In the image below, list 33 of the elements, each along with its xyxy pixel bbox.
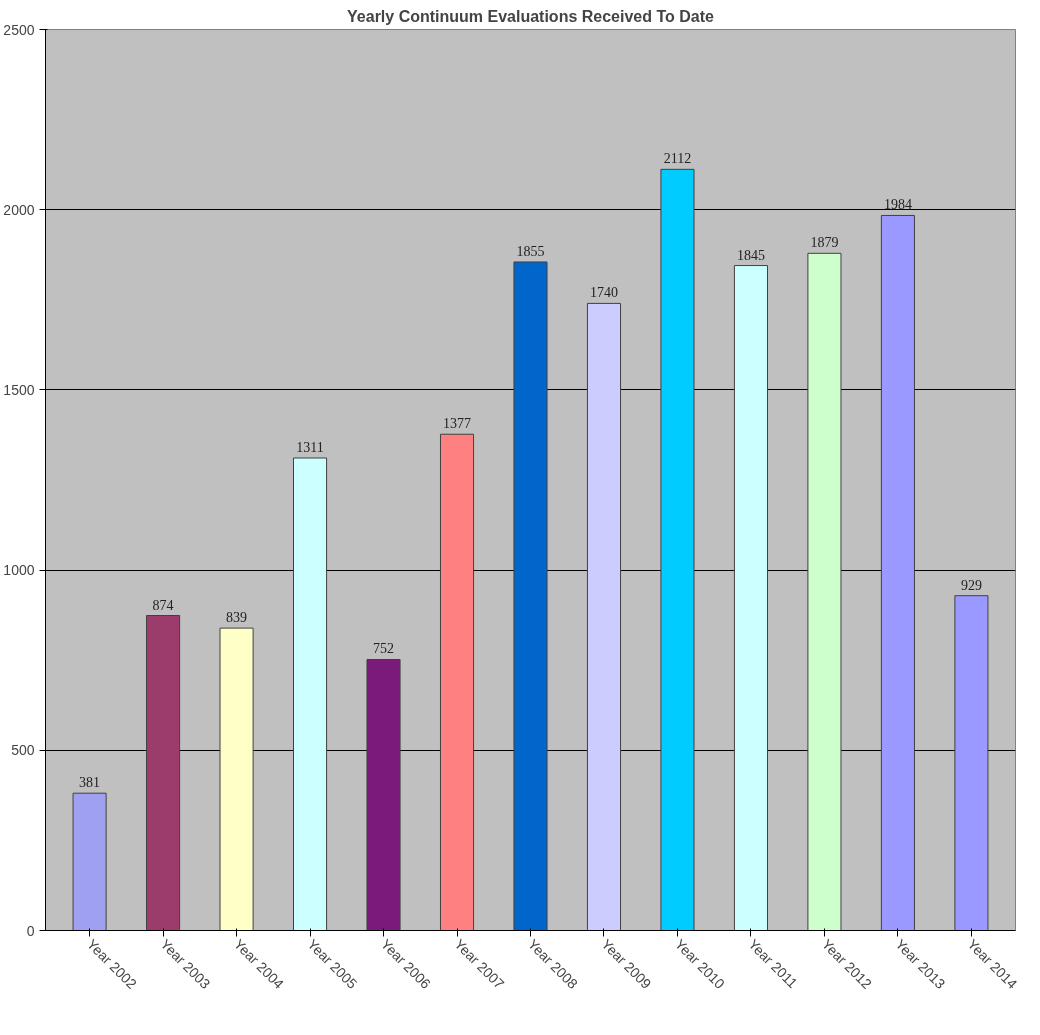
bar xyxy=(366,658,401,931)
bar xyxy=(72,792,107,931)
y-tick-label: 1500 xyxy=(3,381,35,398)
bar xyxy=(660,168,695,931)
data-label: 1855 xyxy=(516,243,545,259)
data-label: 1311 xyxy=(296,440,324,456)
data-label: 1377 xyxy=(443,416,472,432)
bar xyxy=(954,595,989,931)
y-tick-label: 1000 xyxy=(3,562,35,579)
chart-title: Yearly Continuum Evaluations Received To Date xyxy=(347,7,715,25)
data-label: 1984 xyxy=(883,197,912,213)
bar xyxy=(439,433,475,931)
y-tick-label: 2500 xyxy=(3,21,35,38)
data-label: 874 xyxy=(152,597,174,613)
data-label: 381 xyxy=(79,775,101,791)
bar xyxy=(513,261,548,931)
bar xyxy=(880,214,915,931)
data-label: 1879 xyxy=(810,235,839,251)
y-tick-label: 0 xyxy=(26,922,35,939)
data-label: 2112 xyxy=(663,151,692,167)
bar xyxy=(807,252,842,931)
data-label: 1740 xyxy=(589,285,618,301)
bar xyxy=(219,627,254,931)
bar xyxy=(293,457,328,931)
data-label: 929 xyxy=(960,577,982,593)
data-label: 839 xyxy=(226,610,248,626)
y-tick-label: 2000 xyxy=(3,201,35,218)
data-label: 1845 xyxy=(736,247,765,263)
data-label: 752 xyxy=(373,641,395,657)
bar xyxy=(146,615,181,931)
bar xyxy=(733,265,768,931)
y-tick-label: 500 xyxy=(11,742,35,759)
bar xyxy=(586,302,622,931)
